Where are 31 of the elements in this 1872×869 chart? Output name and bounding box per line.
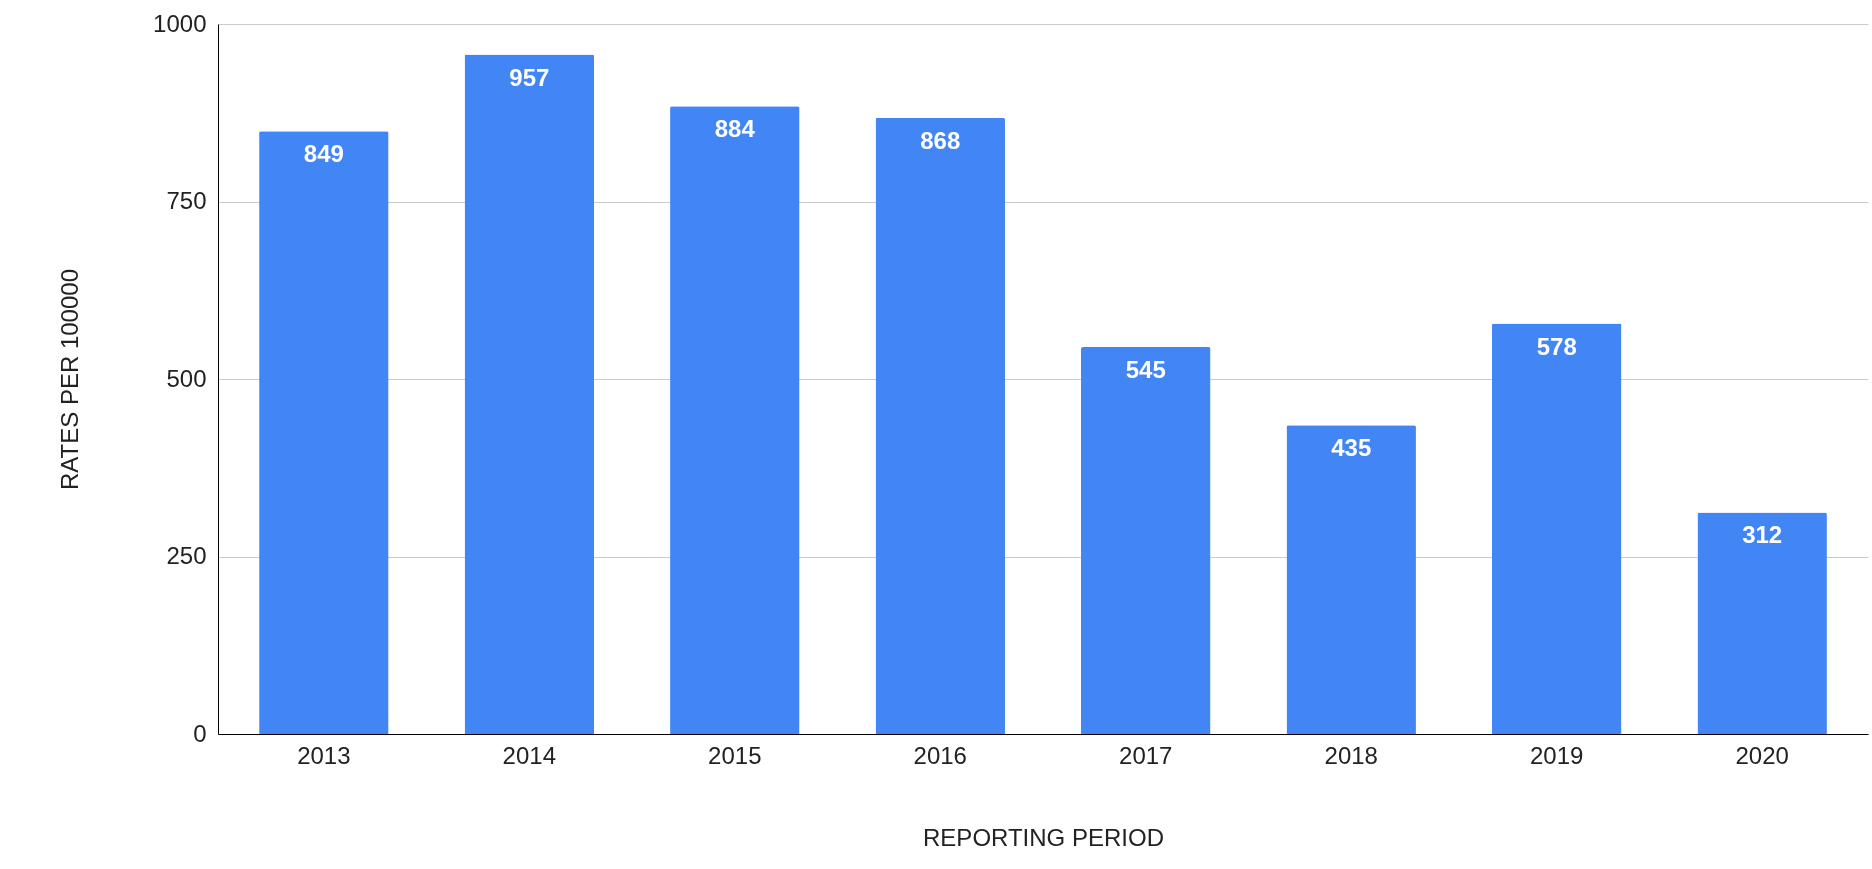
x-tick-label: 2015 [708, 741, 762, 769]
data-label: 435 [1331, 434, 1372, 462]
data-label: 312 [1742, 521, 1783, 549]
y-tick-label: 500 [166, 364, 207, 392]
x-tick-label: 2018 [1324, 741, 1378, 769]
y-tick-label: 250 [166, 542, 207, 569]
data-label: 545 [1125, 356, 1166, 384]
y-tick-label: 750 [166, 187, 207, 214]
bar [1491, 323, 1622, 734]
x-tick-label: 2014 [502, 741, 556, 769]
data-label: 868 [920, 126, 961, 154]
data-label: 957 [509, 63, 550, 91]
x-tick-label: 2019 [1530, 741, 1584, 769]
bar [259, 131, 389, 734]
data-label: 849 [303, 140, 344, 168]
x-tick-label: 2020 [1735, 741, 1789, 769]
y-tick-label: 0 [193, 719, 207, 747]
bar [875, 117, 1005, 734]
bar [1286, 425, 1416, 734]
x-axis-title: REPORTING PERIOD [923, 823, 1164, 851]
x-tick-label: 2017 [1119, 741, 1173, 769]
x-tick-label: 2016 [913, 741, 967, 769]
bar [464, 54, 595, 734]
bar [1081, 347, 1211, 734]
bar [670, 106, 800, 734]
data-label: 578 [1536, 332, 1577, 360]
x-tick-label: 2013 [297, 741, 351, 769]
y-tick-label: 1000 [153, 9, 207, 37]
data-label: 884 [714, 115, 756, 143]
bar [1697, 512, 1827, 734]
y-axis-title: RATES PER 100000 [56, 268, 84, 491]
